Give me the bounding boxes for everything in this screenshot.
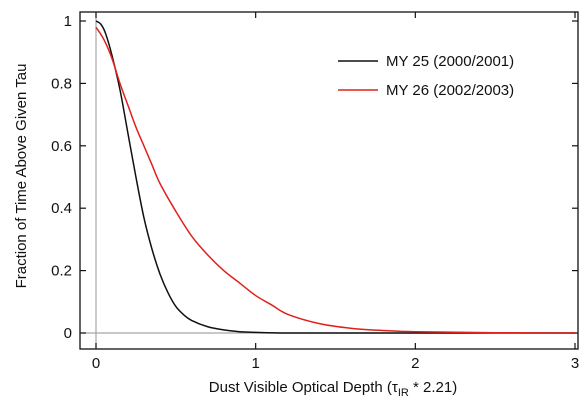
x-tick-label: 3 — [571, 355, 579, 372]
legend: MY 25 (2000/2001) MY 26 (2002/2003) — [338, 53, 514, 99]
y-tick-label: 0.8 — [51, 75, 72, 92]
x-axis-label-suffix: * 2.21) — [409, 379, 457, 396]
x-axis-label-prefix: Dust Visible Optical Depth ( — [209, 379, 392, 396]
y-axis-label: Fraction of Time Above Given Tau — [13, 64, 30, 289]
series-layer — [95, 20, 576, 334]
y-tick-label: 0 — [64, 325, 72, 342]
x-axis-ticks: 0 1 2 3 — [92, 12, 579, 372]
legend-label-my25: MY 25 (2000/2001) — [386, 53, 514, 70]
x-axis-label: Dust Visible Optical Depth (τIR * 2.21) — [209, 379, 457, 399]
x-axis-label-symbol: τ — [392, 379, 398, 396]
legend-label-my26: MY 26 (2002/2003) — [386, 82, 514, 99]
y-tick-label: 1 — [64, 13, 72, 30]
y-tick-label: 0.6 — [51, 138, 72, 155]
x-tick-label: 0 — [92, 355, 100, 372]
series-line-my26 — [95, 26, 576, 334]
x-tick-label: 1 — [251, 355, 259, 372]
y-tick-label: 0.2 — [51, 263, 72, 280]
plot-frame — [79, 11, 579, 350]
y-tick-label: 0.4 — [51, 200, 72, 217]
x-tick-label: 2 — [411, 355, 419, 372]
y-axis-ticks: 0 0.2 0.4 0.6 0.8 1 — [51, 13, 578, 342]
x-axis-label-subscript: IR — [398, 387, 409, 399]
